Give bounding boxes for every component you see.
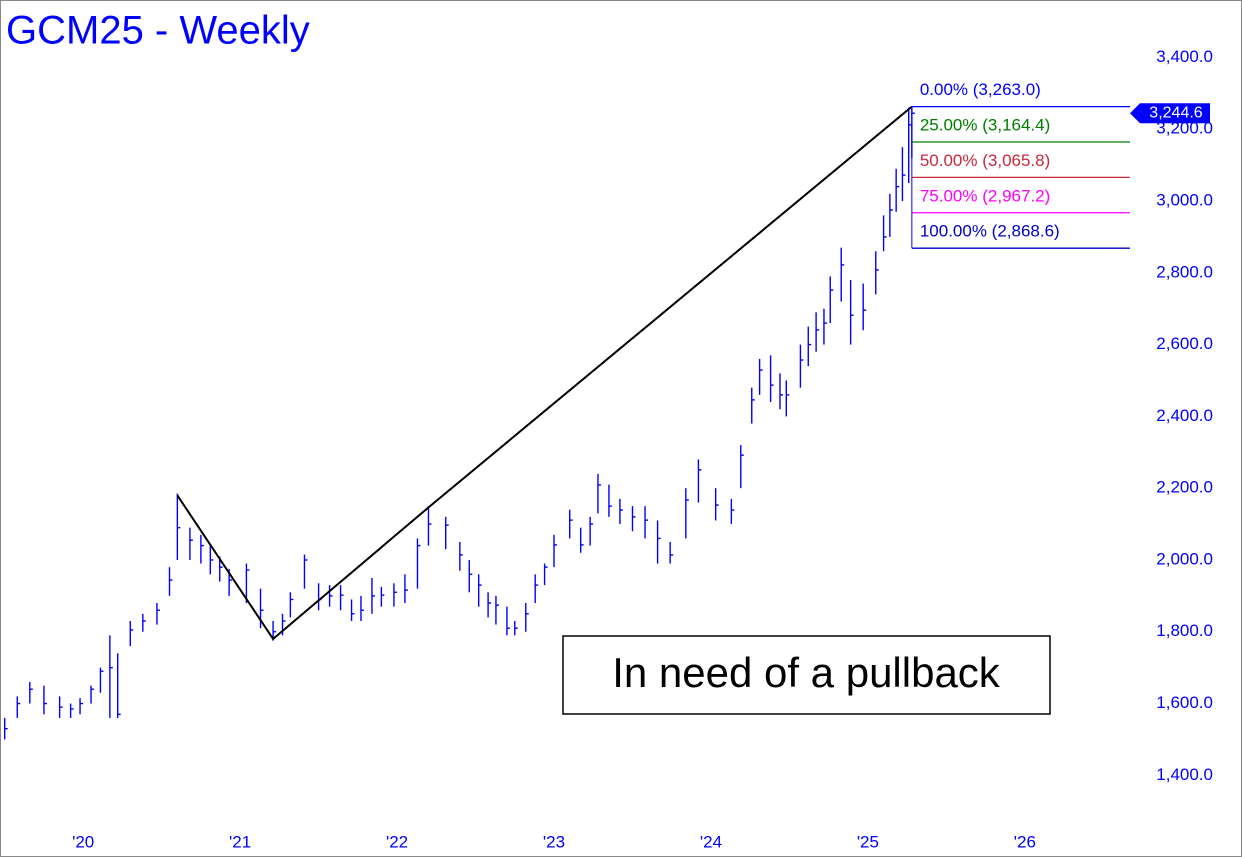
x-tick-label: '23 xyxy=(543,832,565,851)
y-tick-label: 3,000.0 xyxy=(1156,190,1213,209)
x-tick-label: '24 xyxy=(700,832,722,851)
fib-label: 25.00% (3,164.4) xyxy=(920,115,1050,134)
y-tick-label: 3,200.0 xyxy=(1156,119,1213,138)
chart-title: GCM25 - Weekly xyxy=(6,9,310,53)
y-tick-label: 3,400.0 xyxy=(1156,47,1213,66)
y-tick-label: 1,600.0 xyxy=(1156,693,1213,712)
y-tick-label: 2,400.0 xyxy=(1156,406,1213,425)
x-tick-label: '22 xyxy=(386,832,408,851)
y-tick-label: 2,600.0 xyxy=(1156,334,1213,353)
x-tick-label: '25 xyxy=(857,832,879,851)
y-tick-label: 1,400.0 xyxy=(1156,765,1213,784)
swing-line xyxy=(176,105,913,641)
annotation-box xyxy=(562,635,1051,715)
y-tick-label: 2,800.0 xyxy=(1156,262,1213,281)
last-price-tag xyxy=(1130,103,1210,124)
x-tick-label: '20 xyxy=(72,832,94,851)
fib-label: 75.00% (2,967.2) xyxy=(920,186,1050,205)
fib-label: 0.00% (3,263.0) xyxy=(920,80,1041,99)
y-tick-label: 2,000.0 xyxy=(1156,549,1213,568)
last-price-label: 3,244.6 xyxy=(1149,104,1202,121)
fib-label: 100.00% (2,868.6) xyxy=(920,222,1060,241)
fib-label: 50.00% (3,065.8) xyxy=(920,151,1050,170)
y-tick-label: 1,800.0 xyxy=(1156,621,1213,640)
y-tick-label: 2,200.0 xyxy=(1156,478,1213,497)
x-tick-label: '21 xyxy=(229,832,251,851)
x-tick-label: '26 xyxy=(1014,832,1036,851)
annotation: In need of a pullback xyxy=(612,649,1001,696)
